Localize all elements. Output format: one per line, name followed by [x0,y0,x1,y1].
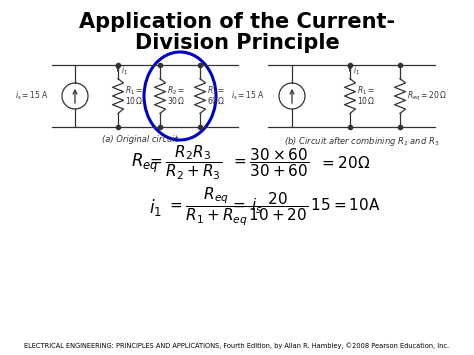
Text: (a) Original circuit: (a) Original circuit [102,135,178,144]
Text: $= \dfrac{R_{eq}}{R_1 + R_{eq}}\, i_s$: $= \dfrac{R_{eq}}{R_1 + R_{eq}}\, i_s$ [167,186,263,228]
Text: $= 20\Omega$: $= 20\Omega$ [319,155,371,171]
Text: $R_3 =$: $R_3 =$ [207,85,225,97]
Text: (b) Circuit after combining $R_2$ and $R_3$: (b) Circuit after combining $R_2$ and $R… [284,135,439,148]
Text: $i_1$: $i_1$ [148,197,162,218]
Text: $i_1$: $i_1$ [121,65,128,77]
Text: $i_s = 15$ A: $i_s = 15$ A [15,90,49,102]
Text: $10\,\Omega$: $10\,\Omega$ [357,95,375,106]
Text: ELECTRICAL ENGINEERING: PRINCIPLES AND APPLICATIONS, Fourth Edition, by Allan R.: ELECTRICAL ENGINEERING: PRINCIPLES AND A… [25,342,449,349]
Text: $60\,\Omega$: $60\,\Omega$ [207,95,226,106]
Text: $30\,\Omega$: $30\,\Omega$ [167,95,185,106]
Text: $R_{eq}$: $R_{eq}$ [131,151,159,175]
Text: $R_2 =$: $R_2 =$ [167,85,185,97]
Text: Division Principle: Division Principle [135,33,339,53]
Text: $10\,\Omega$: $10\,\Omega$ [125,95,144,106]
Text: $i_s = 15$ A: $i_s = 15$ A [231,90,265,102]
Text: $= \dfrac{R_2 R_3}{R_2 + R_3}$: $= \dfrac{R_2 R_3}{R_2 + R_3}$ [147,144,223,182]
Text: Application of the Current-: Application of the Current- [79,12,395,32]
Text: $= \dfrac{20}{10 + 20}\, 15 = 10\mathrm{A}$: $= \dfrac{20}{10 + 20}\, 15 = 10\mathrm{… [230,191,380,223]
Text: $R_1 =$: $R_1 =$ [125,85,143,97]
Text: $= \dfrac{30 \times 60}{30 + 60}$: $= \dfrac{30 \times 60}{30 + 60}$ [231,147,309,179]
Text: $R_{eq} = 20\,\Omega$: $R_{eq} = 20\,\Omega$ [407,89,447,103]
Text: $R_1 =$: $R_1 =$ [357,85,375,97]
Text: $i_1$: $i_1$ [353,65,360,77]
